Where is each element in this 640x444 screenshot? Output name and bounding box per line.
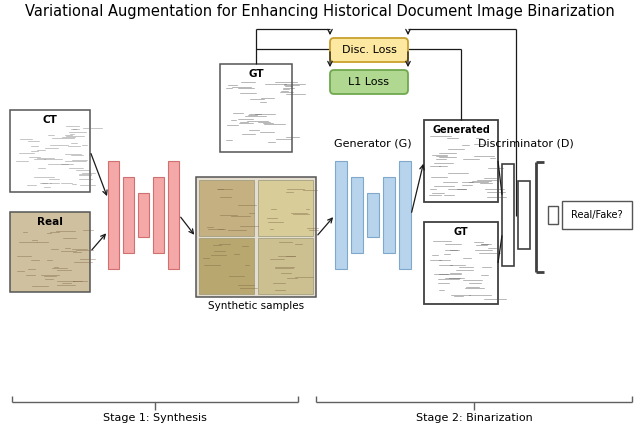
Bar (199, 180, 254, 236)
Text: Stage 2: Binarization: Stage 2: Binarization (415, 413, 532, 423)
Bar (199, 238, 254, 294)
Bar (502, 164, 514, 266)
Bar (258, 238, 313, 294)
Bar (258, 180, 313, 236)
Bar (138, 193, 149, 237)
Text: Variational Augmentation for Enhancing Historical Document Image Binarization: Variational Augmentation for Enhancing H… (25, 4, 615, 20)
Text: Disc. Loss: Disc. Loss (342, 45, 396, 55)
Bar (562, 201, 632, 229)
Bar (335, 161, 347, 269)
Text: Stage 1: Synthesis: Stage 1: Synthesis (103, 413, 207, 423)
Text: Generator (G): Generator (G) (334, 139, 412, 149)
Bar (123, 177, 134, 253)
Bar (108, 161, 119, 269)
Bar (399, 161, 411, 269)
Text: Real: Real (37, 217, 63, 227)
Text: Synthetic samples: Synthetic samples (208, 301, 304, 311)
FancyBboxPatch shape (330, 70, 408, 94)
Text: CT: CT (43, 115, 58, 125)
Bar (424, 222, 498, 304)
Text: L1 Loss: L1 Loss (349, 77, 390, 87)
Text: Generated: Generated (432, 125, 490, 135)
Bar (548, 206, 558, 224)
Bar (518, 181, 530, 249)
Text: Real/Fake?: Real/Fake? (571, 210, 623, 220)
Text: Discriminator (D): Discriminator (D) (478, 139, 574, 149)
Bar (196, 177, 316, 297)
FancyBboxPatch shape (330, 38, 408, 62)
Bar (367, 193, 379, 237)
Bar (168, 161, 179, 269)
Text: GT: GT (454, 227, 468, 237)
Bar (10, 212, 90, 292)
Bar (153, 177, 164, 253)
Bar (424, 120, 498, 202)
Bar (10, 110, 90, 192)
Bar (383, 177, 395, 253)
Text: GT: GT (248, 69, 264, 79)
Bar (351, 177, 363, 253)
Bar (220, 64, 292, 152)
